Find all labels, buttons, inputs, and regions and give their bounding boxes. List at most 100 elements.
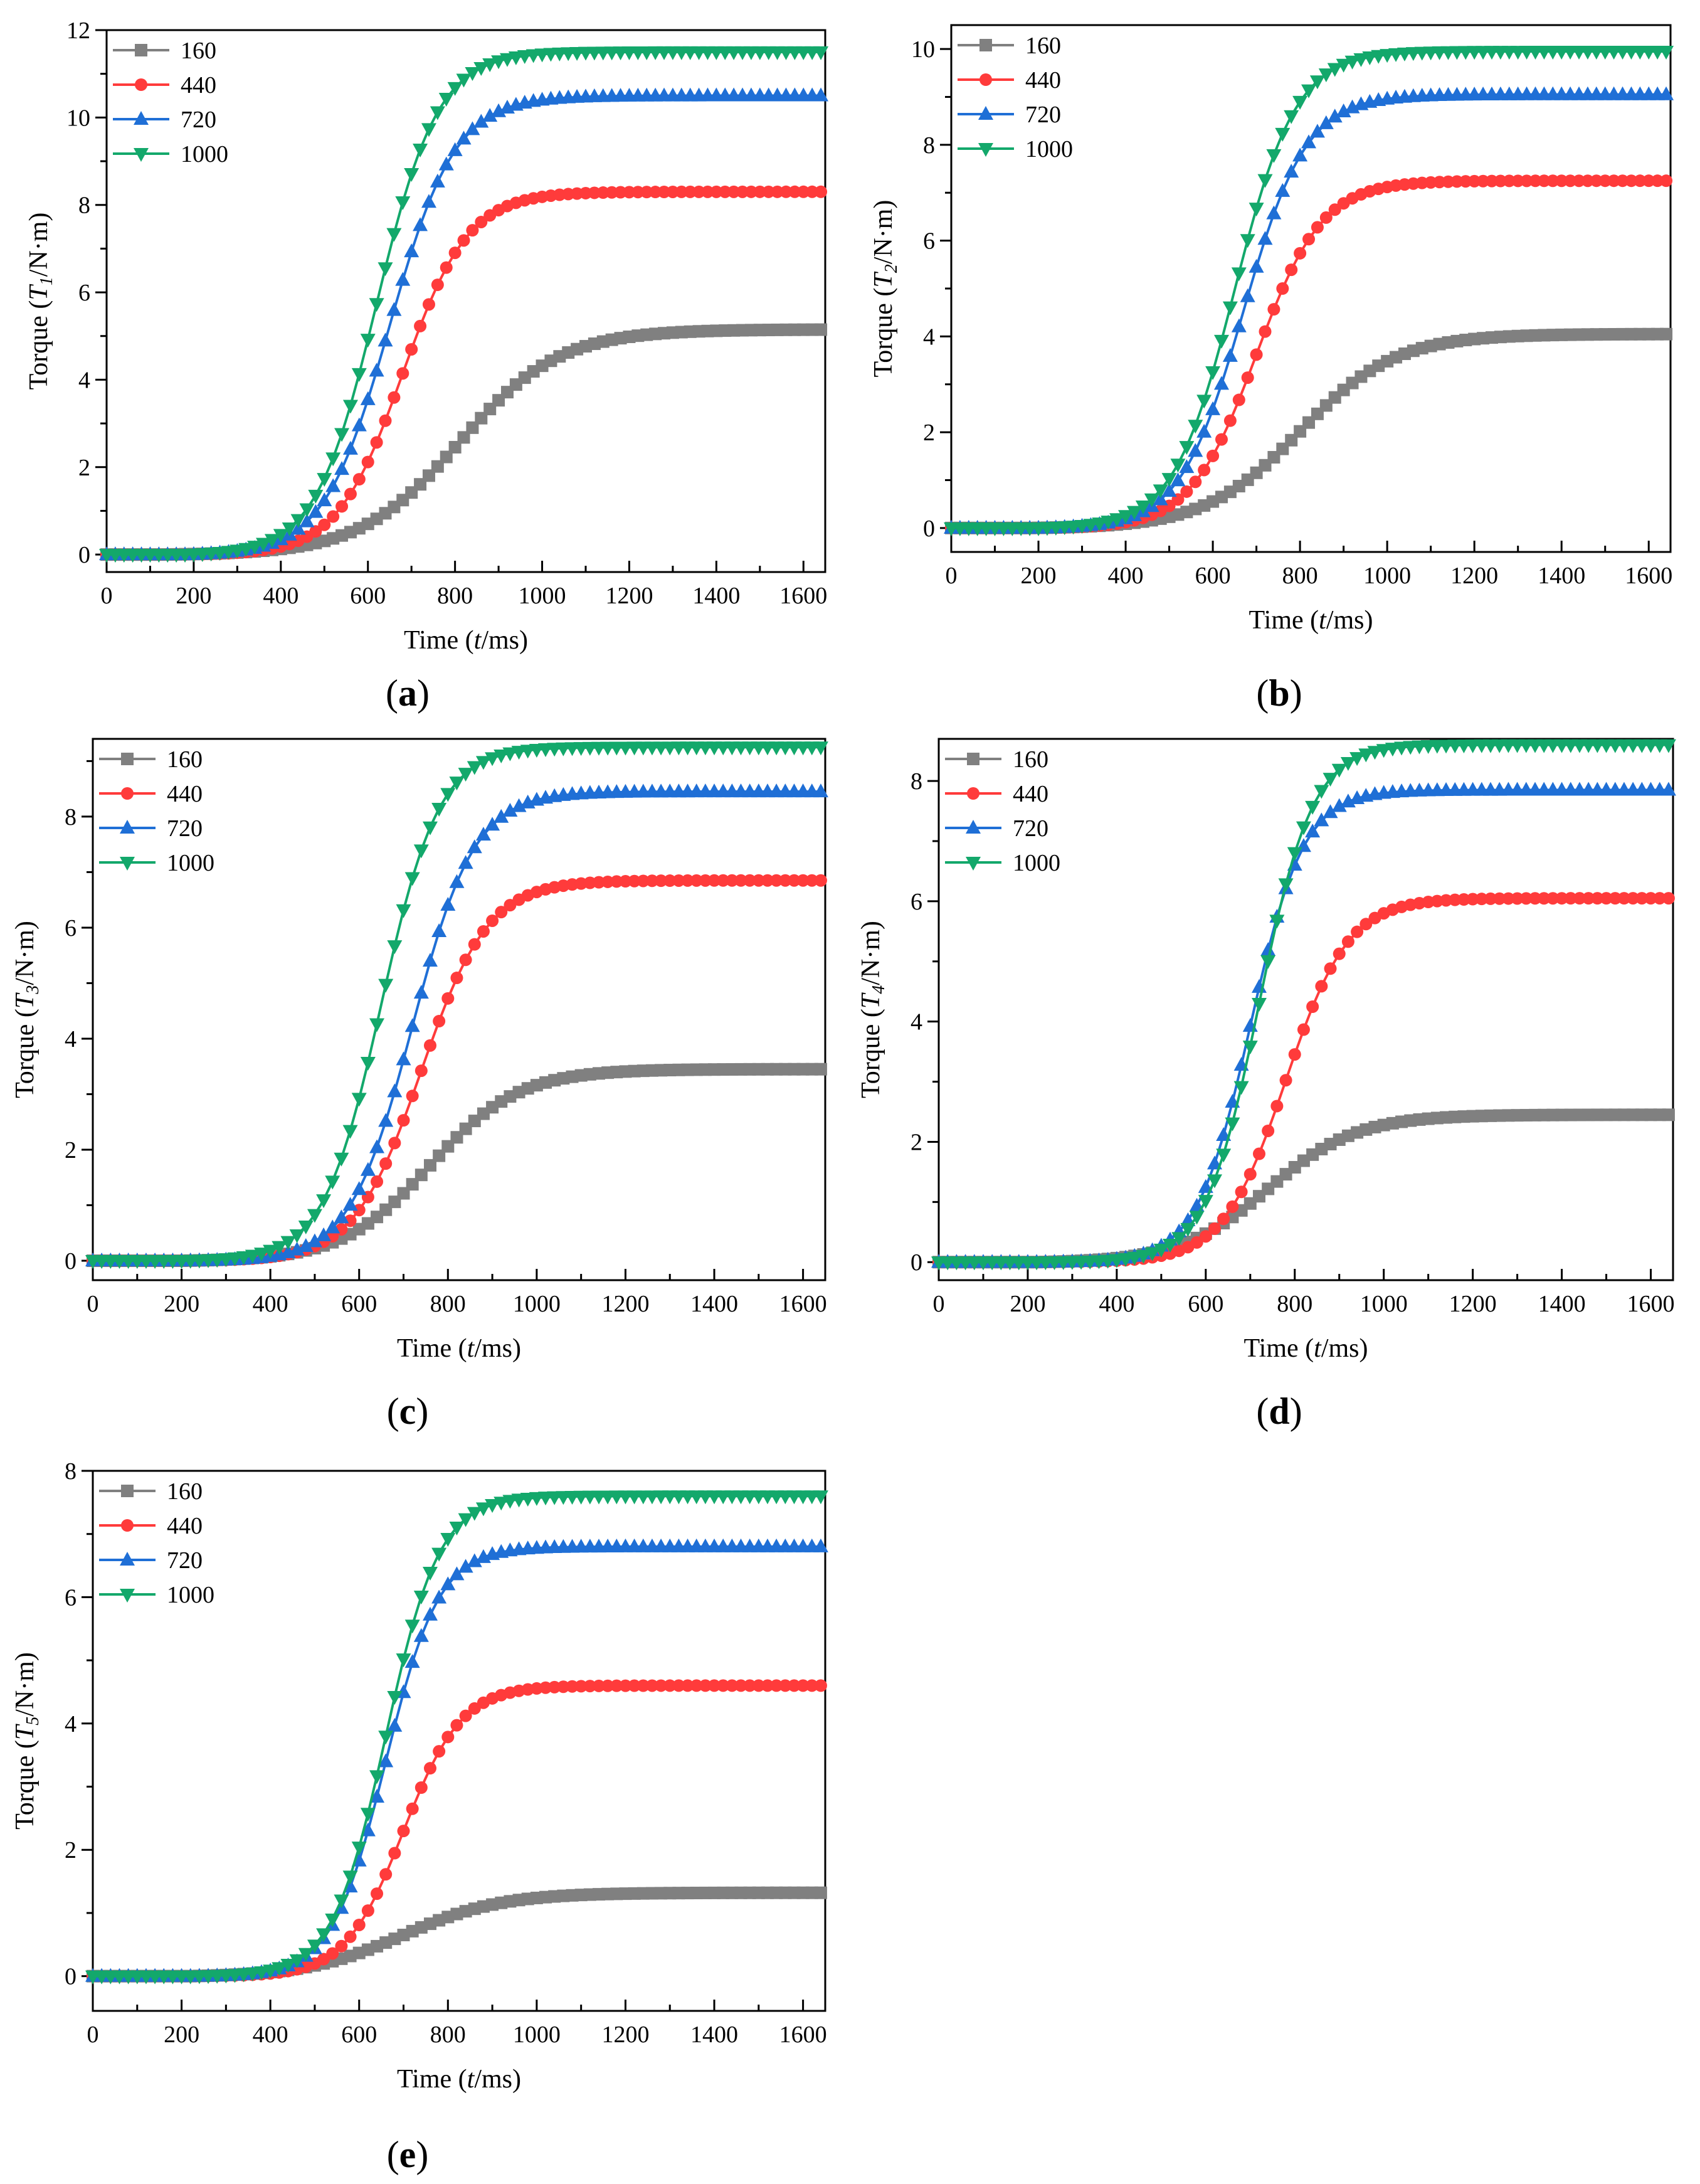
data-point bbox=[1315, 980, 1328, 993]
data-point bbox=[1207, 1174, 1223, 1189]
data-point bbox=[1644, 892, 1657, 905]
data-point bbox=[1511, 174, 1524, 188]
data-point bbox=[494, 808, 509, 823]
legend-marker bbox=[121, 787, 134, 800]
data-point bbox=[317, 492, 332, 507]
data-point bbox=[334, 1152, 349, 1167]
y-tick-label: 8 bbox=[65, 1458, 77, 1485]
series-160 bbox=[87, 1063, 827, 1268]
data-point bbox=[1126, 506, 1142, 520]
data-point bbox=[440, 1532, 456, 1547]
data-point bbox=[1555, 892, 1568, 905]
data-point bbox=[1590, 174, 1603, 188]
data-point bbox=[1546, 174, 1560, 188]
data-point bbox=[422, 1606, 438, 1621]
data-point bbox=[317, 473, 332, 487]
data-point bbox=[605, 186, 618, 199]
y-tick-label: 0 bbox=[923, 516, 935, 542]
x-tick-label: 600 bbox=[1188, 1291, 1223, 1317]
data-point bbox=[1660, 782, 1676, 796]
data-point bbox=[447, 142, 463, 156]
data-point bbox=[1353, 53, 1369, 67]
data-point bbox=[1450, 175, 1464, 188]
x-tick-label: 1400 bbox=[690, 1291, 738, 1317]
legend-entry: 1000 bbox=[167, 1582, 214, 1608]
x-tick-label: 1000 bbox=[1360, 1291, 1408, 1317]
x-tick-label: 800 bbox=[1282, 563, 1318, 589]
data-point bbox=[663, 874, 677, 888]
data-point bbox=[422, 298, 435, 311]
data-point bbox=[298, 1220, 314, 1234]
data-point bbox=[499, 53, 515, 67]
data-point bbox=[592, 876, 605, 889]
data-point bbox=[1659, 86, 1674, 100]
data-point bbox=[371, 1887, 384, 1900]
data-point bbox=[1257, 174, 1273, 188]
data-point bbox=[309, 525, 322, 538]
data-point bbox=[1092, 517, 1107, 532]
data-point bbox=[1269, 914, 1285, 929]
data-point bbox=[473, 62, 489, 77]
series-1000 bbox=[99, 46, 829, 563]
data-point bbox=[1336, 58, 1351, 73]
x-tick-label: 1000 bbox=[1363, 563, 1411, 589]
x-tick-label: 400 bbox=[1108, 563, 1144, 589]
data-point bbox=[1600, 892, 1613, 905]
chart-panel-e: 0 200 400 600 800 1000 1200 1400 1600 0 2 4 6 8 Time (… bbox=[11, 1458, 828, 2175]
data-point bbox=[1284, 110, 1299, 124]
data-point bbox=[1591, 892, 1604, 905]
data-point bbox=[486, 914, 499, 927]
data-point bbox=[601, 875, 615, 888]
data-point bbox=[596, 186, 610, 199]
data-point bbox=[1362, 51, 1378, 65]
data-point bbox=[280, 1959, 296, 1973]
x-tick-label: 200 bbox=[164, 2022, 199, 2048]
x-tick-label: 800 bbox=[430, 1291, 466, 1317]
series-line-160 bbox=[939, 1113, 1669, 1264]
data-point bbox=[327, 510, 340, 523]
data-point bbox=[325, 478, 341, 492]
data-point bbox=[459, 1709, 472, 1722]
data-point bbox=[1179, 441, 1195, 455]
data-point bbox=[1225, 1117, 1240, 1132]
data-point bbox=[334, 428, 350, 442]
data-point bbox=[468, 938, 481, 951]
data-point bbox=[1314, 785, 1329, 799]
data-point bbox=[378, 978, 394, 993]
legend-marker bbox=[967, 787, 979, 800]
legend-entry: 1000 bbox=[1025, 136, 1073, 162]
data-point bbox=[1226, 1200, 1239, 1213]
data-point bbox=[491, 103, 507, 117]
data-point bbox=[475, 215, 488, 228]
data-point bbox=[719, 185, 732, 198]
data-point bbox=[1309, 75, 1325, 90]
data-point bbox=[423, 1039, 436, 1052]
data-point bbox=[1485, 174, 1498, 188]
data-point bbox=[459, 953, 472, 967]
data-point bbox=[1196, 395, 1212, 409]
data-point bbox=[404, 1619, 420, 1634]
legend-marker bbox=[135, 78, 147, 91]
data-point bbox=[405, 342, 418, 356]
x-tick-label: 0 bbox=[101, 583, 113, 609]
y-tick-label: 2 bbox=[923, 420, 935, 446]
data-point bbox=[788, 874, 801, 887]
data-point bbox=[1324, 962, 1337, 975]
data-point bbox=[1206, 449, 1220, 462]
data-point bbox=[675, 185, 688, 198]
data-point bbox=[485, 752, 500, 766]
data-point bbox=[1144, 1247, 1160, 1261]
data-point bbox=[414, 1064, 428, 1078]
data-point bbox=[1319, 211, 1333, 224]
data-point bbox=[378, 1753, 394, 1768]
data-point bbox=[796, 874, 810, 887]
data-point bbox=[423, 1158, 436, 1172]
data-point bbox=[1083, 519, 1099, 533]
legend-entry: 160 bbox=[167, 746, 203, 773]
legend-entry: 720 bbox=[1025, 102, 1061, 128]
x-tick-label: 0 bbox=[946, 563, 958, 589]
data-point bbox=[449, 1566, 465, 1581]
x-tick-label: 1000 bbox=[519, 583, 566, 609]
data-point bbox=[699, 1679, 712, 1692]
